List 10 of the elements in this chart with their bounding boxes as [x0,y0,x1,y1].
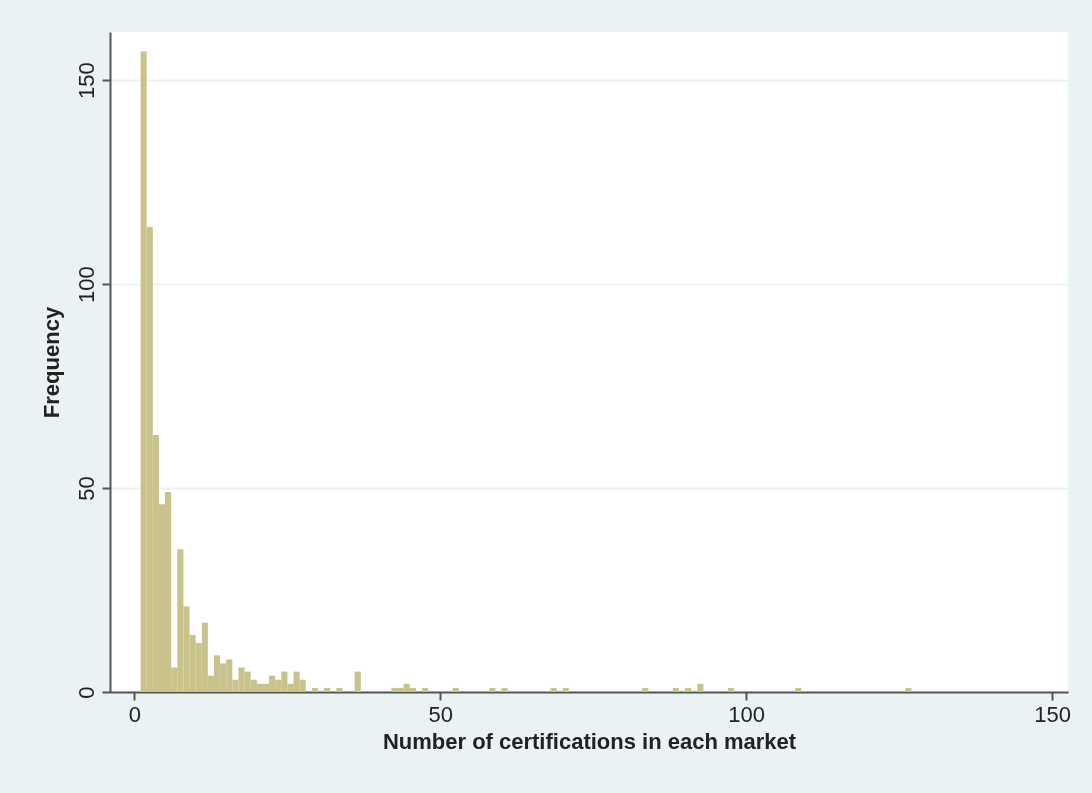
x-tick-label: 50 [428,701,454,727]
y-tick-label: 100 [73,266,99,303]
x-tick-label: 100 [728,701,766,727]
y-tick-label: 150 [73,62,99,99]
x-tick-label: 150 [1034,701,1071,727]
y-tick-label: 0 [73,686,99,699]
y-axis-title: Frequency [38,306,64,419]
x-axis-title: Number of certifications in each market [382,728,797,754]
y-tick-label: 50 [73,476,99,501]
x-tick-label: 0 [128,701,142,727]
